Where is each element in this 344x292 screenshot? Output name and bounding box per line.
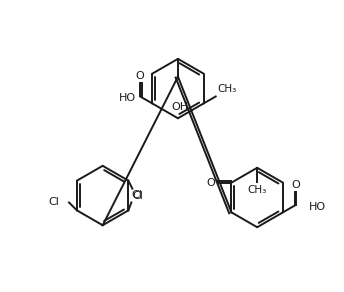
Text: HO: HO (119, 93, 136, 103)
Text: O: O (292, 180, 300, 190)
Text: O: O (207, 178, 216, 188)
Text: Cl: Cl (131, 190, 142, 201)
Text: OH: OH (171, 102, 189, 112)
Text: Cl: Cl (132, 191, 143, 201)
Text: O: O (136, 71, 144, 81)
Text: CH₃: CH₃ (248, 185, 267, 195)
Text: Cl: Cl (48, 197, 59, 207)
Text: HO: HO (309, 202, 326, 212)
Text: CH₃: CH₃ (218, 84, 237, 95)
